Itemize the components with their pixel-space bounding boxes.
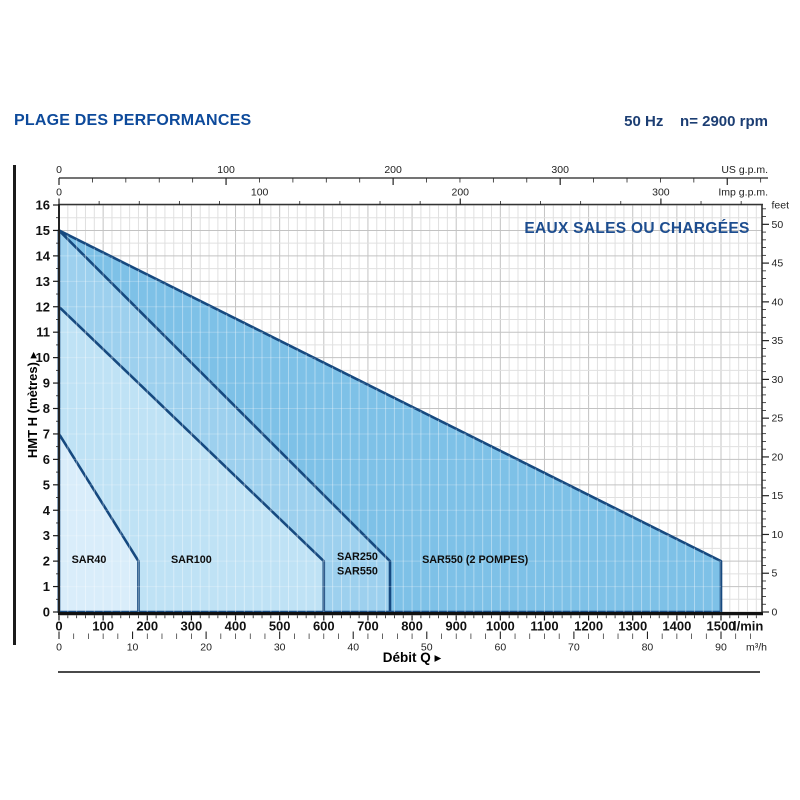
lmin-axis: 0 100 200 300 400 500 600 700 800 900 1000 1100 1200… <box>55 615 763 634</box>
lmin-tick-label: 800 <box>401 619 423 634</box>
m3h-tick-label: 0 <box>56 642 62 654</box>
feet-tick-label: 30 <box>772 374 784 386</box>
metres-tick-label: 14 <box>36 248 51 263</box>
lmin-tick-label: 0 <box>55 619 62 634</box>
lmin-tick-label: 700 <box>357 619 379 634</box>
imp-gpm-tick-label: 0 <box>56 187 62 199</box>
x-axis-title: Débit Q ▸ <box>383 650 442 665</box>
m3h-tick-label: 70 <box>568 642 580 654</box>
lmin-unit-label: l/min <box>733 619 763 634</box>
lmin-tick-label: 200 <box>136 619 158 634</box>
metres-tick-label: 0 <box>43 605 50 620</box>
us-gpm-tick-label: 100 <box>217 164 235 176</box>
region-label-sar100: SAR100 <box>171 554 212 566</box>
feet-tick-label: 25 <box>772 413 784 425</box>
lmin-tick-label: 1400 <box>662 619 691 634</box>
metres-tick-label: 13 <box>36 274 50 289</box>
metres-tick-label: 4 <box>43 503 51 518</box>
metres-tick-label: 9 <box>43 376 50 391</box>
m3h-tick-label: 20 <box>200 642 212 654</box>
imp-gpm-unit-label: Imp g.p.m. <box>718 187 768 199</box>
metres-tick-label: 16 <box>36 198 50 213</box>
chart-inside-title: EAUX SALES OU CHARGÉES <box>524 220 749 237</box>
metres-tick-label: 2 <box>43 554 50 569</box>
lmin-tick-label: 500 <box>269 619 291 634</box>
feet-tick-label: 5 <box>772 568 778 580</box>
feet-tick-label: 35 <box>772 335 784 347</box>
feet-axis: 0 5 10 15 20 25 30 35 40 45 50 feet <box>762 200 789 619</box>
m3h-tick-label: 40 <box>347 642 359 654</box>
lmin-tick-label: 300 <box>181 619 203 634</box>
imp-gpm-tick-label: 300 <box>652 187 670 199</box>
feet-tick-label: 10 <box>772 529 784 541</box>
metres-tick-label: 7 <box>43 426 50 441</box>
plot-border <box>58 203 763 616</box>
m3h-tick-label: 10 <box>127 642 139 654</box>
us-gpm-tick-label: 0 <box>56 164 62 176</box>
m3h-tick-label: 90 <box>715 642 727 654</box>
metres-tick-label: 11 <box>36 325 50 340</box>
lmin-tick-label: 1000 <box>486 619 515 634</box>
speed-value: n= 2900 rpm <box>680 113 768 130</box>
feet-tick-label: 0 <box>772 607 778 619</box>
m3h-tick-label: 80 <box>642 642 654 654</box>
lmin-tick-label: 100 <box>92 619 114 634</box>
us-gpm-tick-label: 300 <box>551 164 569 176</box>
page-title: PLAGE DES PERFORMANCES <box>14 112 252 129</box>
metres-tick-label: 8 <box>43 401 50 416</box>
m3h-tick-label: 50 <box>421 642 433 654</box>
regions <box>57 229 723 614</box>
m3h-unit-label: m³/h <box>746 642 767 654</box>
feet-tick-label: 40 <box>772 296 784 308</box>
lmin-tick-label: 900 <box>445 619 467 634</box>
imp-gpm-axis: 0 100 200 300 Imp g.p.m. <box>56 187 768 205</box>
feet-tick-label: 45 <box>772 258 784 270</box>
lmin-tick-label: 1500 <box>707 619 736 634</box>
left-margin-rule <box>13 165 16 645</box>
lmin-tick-label: 400 <box>225 619 247 634</box>
m3h-axis: 0 10 20 30 40 50 60 70 80 90 m³/h <box>56 631 767 654</box>
bottom-divider-rule <box>58 671 760 673</box>
region-label-sar550-2-pompes-: SAR550 (2 POMPES) <box>422 554 529 566</box>
imp-gpm-tick-label: 100 <box>251 187 269 199</box>
metres-tick-label: 15 <box>36 223 50 238</box>
region-label-sar250: SAR250 <box>337 551 378 563</box>
metres-tick-label: 3 <box>43 528 50 543</box>
m3h-tick-label: 60 <box>494 642 506 654</box>
feet-tick-label: 20 <box>772 451 784 463</box>
metres-tick-label: 1 <box>43 579 50 594</box>
region-label-sar40: SAR40 <box>72 554 107 566</box>
metres-tick-label: 10 <box>36 350 50 365</box>
frequency-value: 50 Hz <box>624 113 664 130</box>
imp-gpm-tick-label: 200 <box>452 187 470 199</box>
us-gpm-axis: 0 100 200 300 US g.p.m. <box>56 164 768 185</box>
y-axis-title: HMT H (mètres) ▸ <box>25 351 40 458</box>
lmin-tick-label: 1200 <box>574 619 603 634</box>
feet-tick-label: 15 <box>772 490 784 502</box>
metres-tick-label: 12 <box>36 299 50 314</box>
region-label-sar550: SAR550 <box>337 566 378 578</box>
lmin-tick-label: 600 <box>313 619 335 634</box>
us-gpm-unit-label: US g.p.m. <box>721 164 768 176</box>
feet-tick-label: 50 <box>772 219 784 231</box>
feet-unit-label: feet <box>772 200 790 212</box>
us-gpm-tick-label: 200 <box>384 164 402 176</box>
header-frequency-speed: 50 Hz n= 2900 rpm <box>624 113 768 130</box>
metres-tick-label: 5 <box>43 477 50 492</box>
lmin-tick-label: 1300 <box>618 619 647 634</box>
metres-tick-label: 6 <box>43 452 50 467</box>
lmin-tick-label: 1100 <box>530 619 558 634</box>
m3h-tick-label: 30 <box>274 642 286 654</box>
